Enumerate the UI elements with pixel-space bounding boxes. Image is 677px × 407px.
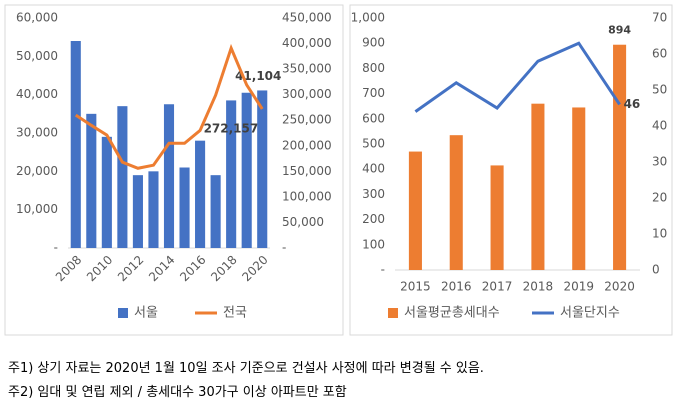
y-tick-label: 500 — [362, 137, 385, 151]
y2-tick-label: 70 — [652, 11, 667, 25]
bar — [613, 44, 627, 270]
legend-swatch — [118, 308, 128, 318]
x-tick-label: 2015 — [400, 280, 431, 294]
bar — [117, 106, 128, 249]
y2-tick-label: 10 — [652, 227, 667, 241]
bar — [86, 113, 97, 248]
x-tick-label: 2020 — [604, 280, 635, 294]
bar — [210, 175, 221, 248]
y2-tick-label: 50,000 — [282, 215, 324, 229]
y-tick-label: 800 — [362, 61, 385, 75]
y2-tick-label: 0 — [652, 263, 660, 277]
x-tick-label: 2020 — [239, 253, 270, 284]
x-tick-label: 2018 — [208, 253, 239, 284]
bar — [257, 90, 268, 249]
bar — [241, 92, 252, 248]
line — [414, 41, 621, 113]
bar — [70, 41, 81, 248]
x-tick-label: 2008 — [53, 253, 84, 284]
y2-tick-label: - — [282, 241, 286, 255]
legend-label: 서울평균총세대수 — [404, 306, 500, 321]
bar — [226, 100, 237, 249]
data-label: 41,104 — [235, 69, 281, 83]
x-tick-label: 2012 — [115, 253, 146, 284]
y-tick-label: 50,000 — [16, 49, 58, 63]
data-label: 272,157 — [204, 121, 259, 135]
bar — [179, 167, 190, 248]
bar — [132, 175, 143, 248]
y-tick-label: - — [381, 263, 385, 277]
y2-tick-label: 40 — [652, 119, 667, 133]
legend-label: 서울단지수 — [560, 306, 620, 321]
y2-tick-label: 300,000 — [282, 87, 332, 101]
x-tick-label: 2014 — [146, 253, 177, 284]
x-tick-label: 2017 — [482, 280, 513, 294]
y2-tick-label: 50 — [652, 83, 667, 97]
y2-tick-label: 450,000 — [282, 11, 332, 25]
bar — [163, 104, 175, 248]
y2-tick-label: 30 — [652, 155, 667, 169]
y-tick-label: 10,000 — [16, 202, 58, 216]
bar — [195, 140, 206, 248]
charts: - 10,000 20,000 30,000 40,000 50,000 60,000 - 50… — [4, 4, 673, 336]
bar — [490, 165, 504, 270]
y-tick-label: 400 — [362, 162, 385, 176]
x-tick-label: 2016 — [177, 253, 208, 284]
y2-tick-label: 20 — [652, 191, 667, 205]
note: 주1) 상기 자료는 2020년 1월 10일 조사 기준으로 건설사 사정에 … — [8, 361, 484, 376]
x-tick-label: 2019 — [563, 280, 594, 294]
y-tick-label: 30,000 — [16, 126, 58, 140]
y2-tick-label: 400,000 — [282, 36, 332, 50]
y-tick-label: 40,000 — [16, 87, 58, 101]
note: 주2) 임대 및 연립 제외 / 총세대수 30가구 이상 아파트만 포함 — [8, 385, 347, 400]
y-tick-label: 20,000 — [16, 164, 58, 178]
bar — [531, 103, 545, 271]
panel-border — [4, 4, 344, 336]
y-tick-label: 1,000 — [351, 11, 385, 25]
line — [74, 43, 264, 170]
bar — [148, 171, 159, 248]
y-tick-label: - — [54, 241, 58, 255]
bar — [572, 107, 586, 271]
y-tick-label: 900 — [362, 36, 385, 50]
x-tick-label: 2018 — [523, 280, 554, 294]
legend-label: 서울 — [134, 306, 158, 321]
data-label: 46 — [624, 97, 641, 111]
data-label: 894 — [608, 24, 631, 37]
bar — [408, 151, 422, 270]
y2-tick-label: 150,000 — [282, 164, 332, 178]
y-tick-label: 60,000 — [16, 11, 58, 25]
y-tick-label: 100 — [362, 237, 385, 251]
panel-border — [349, 4, 673, 336]
bar — [101, 136, 112, 248]
legend-label: 전국 — [223, 306, 247, 321]
y2-tick-label: 200,000 — [282, 138, 332, 152]
y2-tick-label: 250,000 — [282, 113, 332, 127]
y-tick-label: 300 — [362, 187, 385, 201]
x-tick-label: 2010 — [84, 253, 115, 284]
legend-swatch — [388, 308, 398, 318]
y-tick-label: 700 — [362, 86, 385, 100]
y2-tick-label: 100,000 — [282, 189, 332, 203]
y2-tick-label: 350,000 — [282, 62, 332, 76]
x-tick-label: 2016 — [441, 280, 472, 294]
y-tick-label: 200 — [362, 212, 385, 226]
bar — [449, 135, 463, 270]
y-tick-label: 600 — [362, 111, 385, 125]
y2-tick-label: 60 — [652, 47, 667, 61]
